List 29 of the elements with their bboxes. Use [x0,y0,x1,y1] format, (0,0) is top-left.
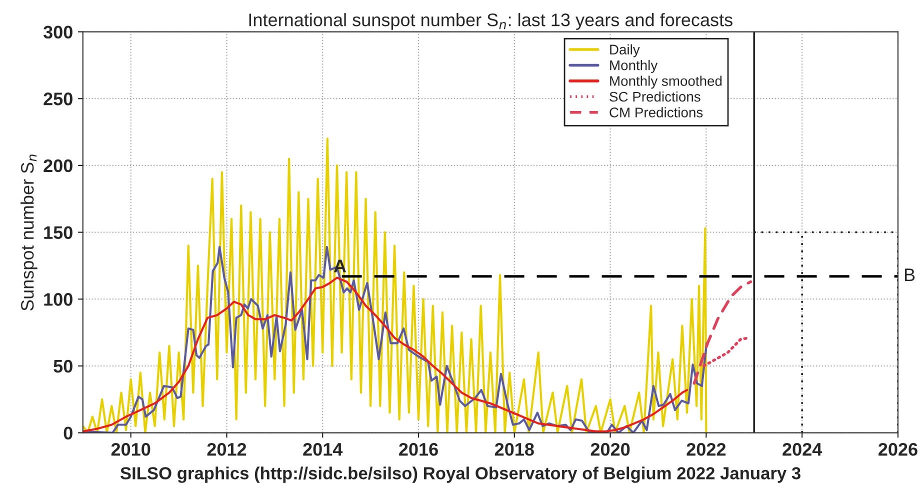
y-tick-label: 50 [54,360,72,373]
legend-label: Monthly smoothed [610,76,722,89]
y-axis-title: Sunspot number S$_{n}$ [20,154,38,311]
y-tick-label: 100 [44,293,72,306]
legend-label: SC Predictions [610,91,700,102]
x-tick-label: 2026 [878,442,918,456]
x-tick-label: 2024 [782,442,822,456]
line-series [82,276,688,432]
x-tick-label: 2018 [494,442,534,456]
legend-label: Monthly [610,60,658,73]
x-tick-label: 2016 [399,442,438,456]
x-tick-label: 2020 [590,442,630,456]
line-series [82,138,708,433]
line-series [692,280,752,385]
annotation: A [334,260,346,272]
x-tick-label: 2010 [111,442,150,456]
text: SILSO graphics (http://sidc.be/silso) Royal Observatory of Belgium 2022 January 3 [120,466,800,483]
chart-title: International sunspot number S$_{n}$: last 13 years and forecasts [249,13,732,30]
x-tick-label: 2012 [207,442,246,456]
x-tick-label: 2022 [686,442,726,456]
legend-label: CM Predictions [610,107,703,118]
y-tick-label: 250 [44,92,72,106]
y-tick-label: 200 [44,159,72,172]
y-tick-label: 150 [44,226,72,239]
x-tick-label: 2014 [303,442,343,456]
y-tick-label: 0 [64,426,72,440]
y-tick-label: 300 [43,26,72,39]
ref-line-label: B [905,268,915,282]
legend-label: Daily [610,44,640,58]
